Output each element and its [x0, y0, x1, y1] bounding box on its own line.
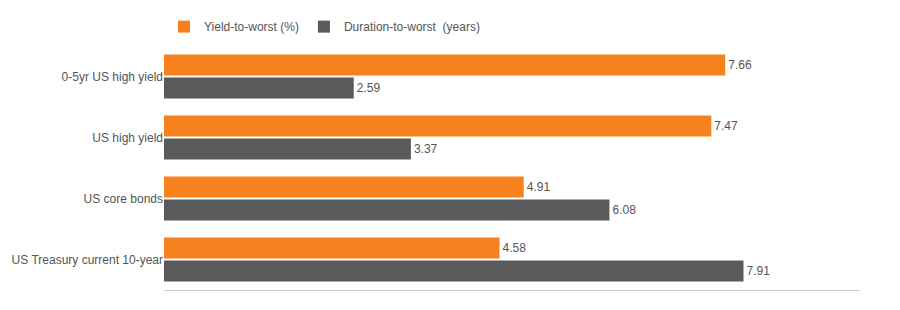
svg-text:0-5yr US high yield: 0-5yr US high yield — [62, 70, 163, 84]
svg-text:US core bonds: US core bonds — [84, 192, 163, 206]
svg-text:US Treasury current 10-year: US Treasury current 10-year — [12, 253, 163, 267]
svg-text:3.37: 3.37 — [414, 142, 438, 156]
svg-text:6.08: 6.08 — [612, 203, 636, 217]
svg-text:2.59: 2.59 — [357, 81, 381, 95]
svg-text:Yield-to-worst (%): Yield-to-worst (%) — [204, 20, 299, 34]
svg-text:4.58: 4.58 — [503, 241, 527, 255]
svg-text:7.91: 7.91 — [747, 264, 771, 278]
svg-text:7.47: 7.47 — [714, 119, 738, 133]
svg-text:4.91: 4.91 — [527, 180, 551, 194]
svg-text:US high yield: US high yield — [92, 131, 163, 145]
svg-text:7.66: 7.66 — [728, 58, 752, 72]
svg-text:Duration-to-worst (years): Duration-to-worst (years) — [344, 20, 480, 34]
